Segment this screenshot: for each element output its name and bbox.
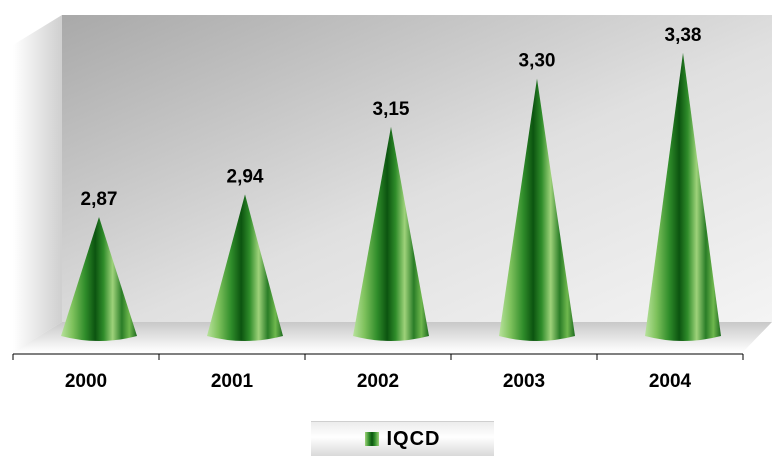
category-labels: 2000 2001 2002 2003 2004	[65, 371, 692, 392]
cone-bar-2002	[353, 126, 429, 341]
x-tick-label-2001: 2001	[211, 371, 254, 392]
legend-label: IQCD	[386, 427, 441, 450]
x-tick-label-2003: 2003	[503, 371, 545, 392]
data-label-2003: 3,30	[519, 51, 556, 72]
chart-side-wall	[13, 15, 62, 352]
data-label-2002: 3,15	[373, 99, 410, 120]
legend-swatch	[364, 432, 379, 446]
cone-bar-2000	[61, 216, 137, 341]
data-marks	[61, 52, 721, 341]
legend: IQCD	[311, 421, 494, 456]
x-tick-label-2002: 2002	[357, 371, 399, 392]
x-tick-label-2004: 2004	[649, 371, 692, 392]
x-tick-label-2000: 2000	[65, 371, 107, 392]
cone-bar-2003	[499, 78, 575, 341]
x-axis-ticks	[12, 354, 744, 360]
cone-bar-2001	[207, 194, 283, 341]
data-label-2004: 3,38	[665, 25, 702, 46]
data-labels: 2,87 2,94 3,15 3,30 3,38	[81, 25, 702, 210]
cone-bar-2004	[645, 52, 721, 341]
data-label-2000: 2,87	[81, 189, 118, 210]
data-label-2001: 2,94	[227, 166, 264, 187]
